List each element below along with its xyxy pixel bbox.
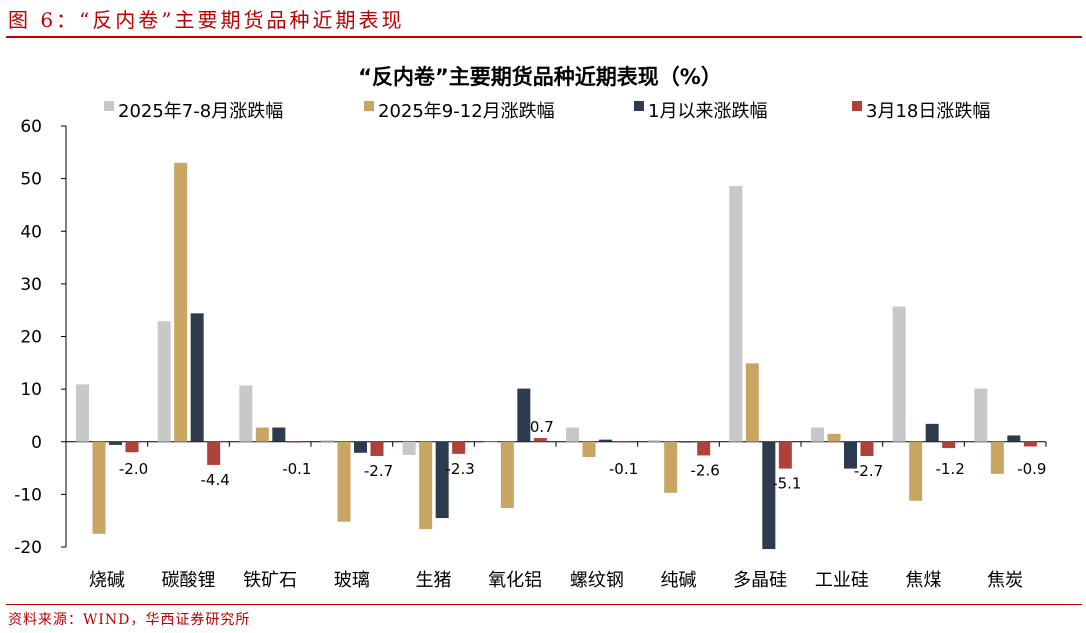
bar-1-3 bbox=[337, 441, 351, 522]
bar-1-6 bbox=[582, 441, 596, 458]
x-tick-label: 多晶硅 bbox=[733, 570, 787, 591]
source-rule bbox=[6, 604, 1082, 605]
legend-label: 2025年7-8月涨跌幅 bbox=[118, 101, 283, 122]
y-tick-label: 0 bbox=[31, 433, 42, 453]
figure-title: 图 6：“反内卷”主要期货品种近期表现 bbox=[8, 8, 405, 32]
bars: -2.0 -4.4 -0.1 -2.7 -2.3 0.7 -0.1 -2.6 -5.1 -2.7 -… bbox=[76, 162, 1046, 550]
bar-3-1 bbox=[207, 441, 221, 465]
bar-3-0 bbox=[125, 441, 139, 453]
bar-2-6 bbox=[599, 439, 612, 442]
y-tick-label: -10 bbox=[14, 485, 42, 505]
bar-3-2 bbox=[288, 441, 302, 443]
y-tick-label: -20 bbox=[14, 538, 42, 558]
x-tick-label: 螺纹钢 bbox=[570, 570, 624, 591]
data-label: -5.1 bbox=[772, 475, 801, 493]
y-tick-label: 10 bbox=[20, 380, 42, 400]
data-label: -4.4 bbox=[201, 471, 230, 489]
x-tick-label: 生猪 bbox=[416, 570, 452, 591]
legend-label: 1月以来涨跌幅 bbox=[648, 101, 767, 122]
bar-chart: “反内卷”主要期货品种近期表现（%） 2025年7-8月涨跌幅 2025年9-12… bbox=[14, 65, 1047, 591]
x-tick-label: 氧化铝 bbox=[488, 570, 542, 591]
data-label: -2.7 bbox=[364, 462, 393, 480]
x-tick-label: 焦煤 bbox=[906, 570, 942, 591]
data-label: -2.7 bbox=[854, 462, 883, 480]
data-label: -2.3 bbox=[446, 460, 475, 478]
x-tick-label: 焦炭 bbox=[987, 570, 1023, 591]
legend-swatch bbox=[852, 101, 862, 111]
bar-0-9 bbox=[811, 427, 824, 442]
bar-0-1 bbox=[157, 321, 171, 442]
bar-3-9 bbox=[860, 441, 874, 456]
bar-1-1 bbox=[174, 162, 188, 442]
x-tick-label: 碳酸锂 bbox=[162, 570, 216, 591]
bar-1-9 bbox=[827, 433, 841, 442]
x-tick-label: 纯碱 bbox=[661, 570, 697, 591]
y-tick-label: 50 bbox=[20, 170, 42, 190]
chart-title: “反内卷”主要期货品种近期表现（%） bbox=[358, 65, 722, 89]
bar-2-4 bbox=[435, 441, 449, 519]
legend: 2025年7-8月涨跌幅 2025年9-12月涨跌幅 1月以来涨跌幅 3月18日涨跌幅 bbox=[104, 101, 990, 122]
bar-0-3 bbox=[321, 440, 334, 442]
bar-3-11 bbox=[1023, 441, 1037, 447]
data-label: -2.0 bbox=[119, 460, 148, 478]
data-label: -2.6 bbox=[691, 461, 720, 479]
x-tick-label: 烧碱 bbox=[89, 570, 125, 591]
data-label: -0.1 bbox=[282, 460, 311, 478]
bar-0-11 bbox=[974, 388, 988, 442]
bar-2-8 bbox=[762, 441, 776, 550]
bar-0-10 bbox=[892, 306, 906, 442]
bar-1-8 bbox=[745, 363, 759, 442]
bar-2-2 bbox=[272, 427, 286, 442]
bar-0-6 bbox=[566, 427, 579, 442]
y-tick-label: 20 bbox=[20, 328, 42, 348]
bar-1-10 bbox=[909, 441, 923, 501]
legend-swatch bbox=[104, 101, 114, 111]
bar-1-7 bbox=[664, 441, 678, 493]
title-rule bbox=[6, 36, 1082, 38]
legend-swatch bbox=[364, 101, 374, 111]
bar-3-6 bbox=[615, 441, 629, 443]
bar-2-9 bbox=[844, 441, 857, 469]
bar-2-5 bbox=[517, 388, 531, 442]
bar-2-1 bbox=[190, 313, 204, 442]
bar-3-3 bbox=[370, 441, 384, 456]
bar-1-4 bbox=[419, 441, 433, 530]
bar-2-0 bbox=[109, 441, 122, 445]
bar-2-10 bbox=[925, 423, 939, 442]
bar-0-7 bbox=[647, 440, 661, 442]
bar-3-7 bbox=[697, 441, 711, 456]
legend-swatch bbox=[634, 101, 644, 111]
bar-3-5 bbox=[533, 438, 547, 442]
bar-0-0 bbox=[76, 384, 89, 442]
bar-1-2 bbox=[255, 427, 269, 442]
bar-0-5 bbox=[484, 441, 498, 443]
bar-2-11 bbox=[1007, 435, 1021, 442]
data-label: 0.7 bbox=[530, 418, 554, 436]
bar-0-2 bbox=[239, 385, 253, 442]
data-label: -0.1 bbox=[609, 460, 638, 478]
data-label: -1.2 bbox=[936, 460, 965, 478]
bar-2-7 bbox=[680, 441, 694, 443]
bar-0-4 bbox=[402, 441, 416, 455]
bar-3-8 bbox=[778, 441, 792, 469]
y-tick-label: 30 bbox=[20, 275, 42, 295]
x-tick-label: 玻璃 bbox=[334, 570, 370, 591]
y-tick-label: 60 bbox=[20, 117, 42, 137]
x-tick-label: 铁矿石 bbox=[243, 570, 297, 591]
y-tick-label: 40 bbox=[20, 222, 42, 242]
data-label: -0.9 bbox=[1017, 460, 1046, 478]
bar-3-4 bbox=[452, 441, 466, 454]
legend-label: 3月18日涨跌幅 bbox=[866, 101, 990, 122]
legend-label: 2025年9-12月涨跌幅 bbox=[378, 101, 555, 122]
bar-0-8 bbox=[729, 185, 743, 442]
x-tick-label: 工业硅 bbox=[815, 570, 869, 591]
bar-2-3 bbox=[354, 441, 367, 453]
bar-3-10 bbox=[942, 441, 956, 449]
axes: 60 50 40 30 20 10 0 -10 -20 烧碱 碳酸锂 铁矿石 玻璃 生猪 氧化铝 螺纹钢 纯碱 多… bbox=[14, 117, 1047, 591]
source-note: 资料来源：WIND，华西证券研究所 bbox=[8, 612, 251, 628]
bar-1-0 bbox=[92, 441, 106, 534]
bar-1-11 bbox=[990, 441, 1004, 474]
bar-1-5 bbox=[500, 441, 514, 509]
